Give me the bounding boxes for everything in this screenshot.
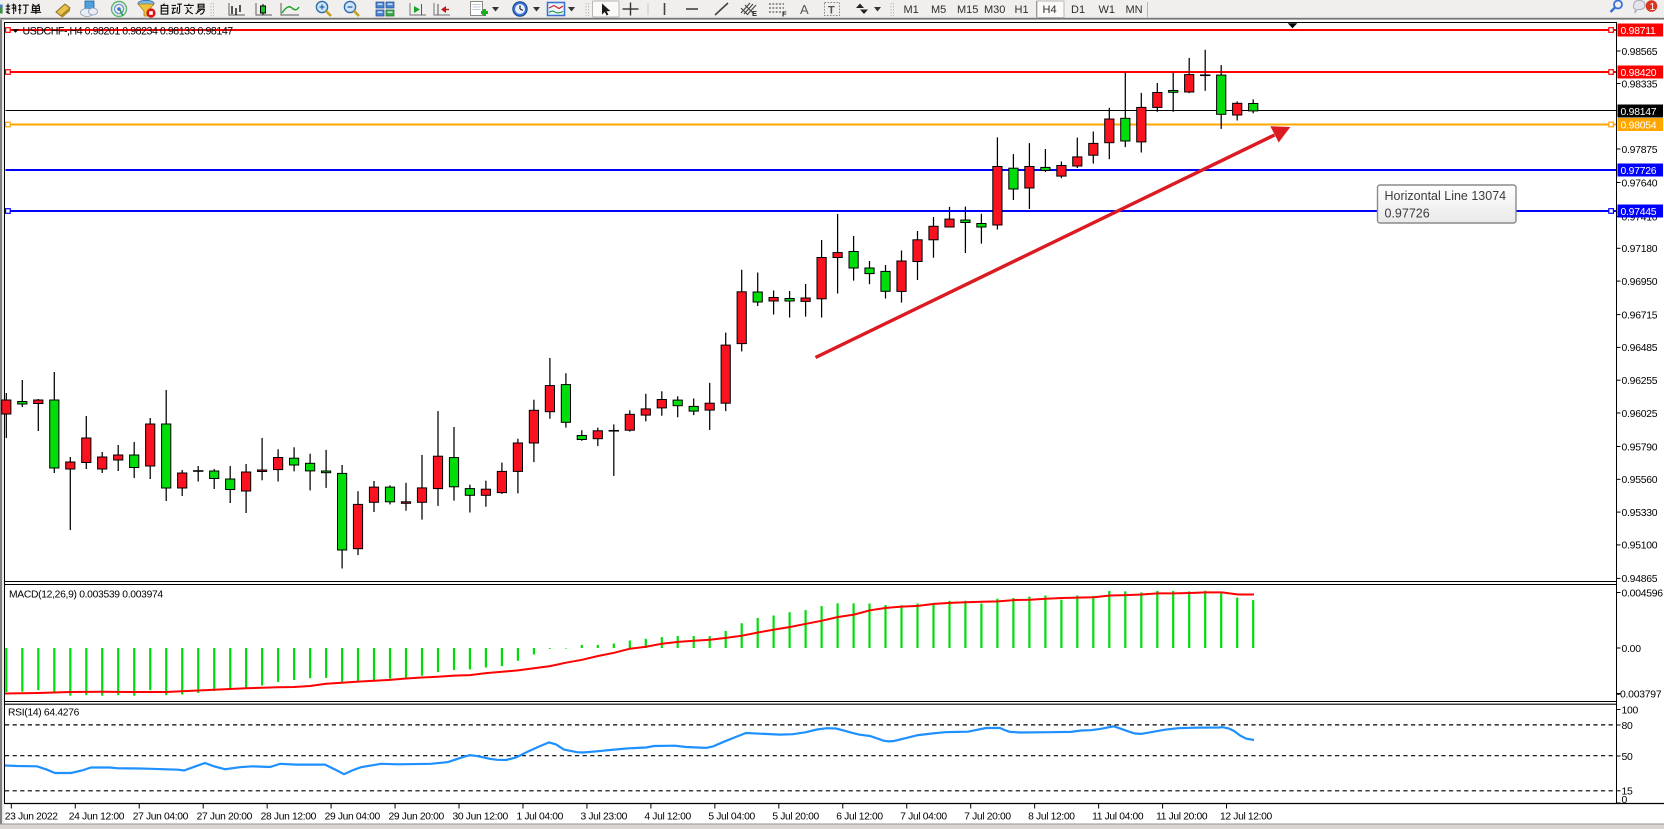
svg-text:29 Jun 04:00: 29 Jun 04:00	[325, 812, 381, 823]
svg-text:0.98565: 0.98565	[1622, 47, 1658, 58]
svg-text:0.96950: 0.96950	[1622, 277, 1658, 288]
svg-text:0.98711: 0.98711	[1621, 26, 1657, 37]
svg-text:5 Jul 04:00: 5 Jul 04:00	[708, 812, 755, 823]
svg-text:Horizontal Line 13074: Horizontal Line 13074	[1385, 189, 1507, 203]
svg-text:12 Jul 12:00: 12 Jul 12:00	[1220, 812, 1273, 823]
svg-text:MACD(12,26,9) 0.003539 0.00397: MACD(12,26,9) 0.003539 0.003974	[9, 590, 163, 601]
svg-text:0.98420: 0.98420	[1621, 68, 1657, 79]
svg-text:11 Jul 20:00: 11 Jul 20:00	[1156, 812, 1208, 823]
svg-text:1: 1	[1650, 1, 1656, 13]
svg-text:23 Jun 2022: 23 Jun 2022	[5, 812, 58, 823]
svg-text:0.95330: 0.95330	[1622, 508, 1658, 519]
svg-text:0.98335: 0.98335	[1622, 79, 1658, 90]
svg-text:29 Jun 20:00: 29 Jun 20:00	[389, 812, 445, 823]
svg-text:11 Jul 04:00: 11 Jul 04:00	[1092, 812, 1144, 823]
svg-text:M15: M15	[957, 4, 978, 16]
svg-text:USDCHF-,H4 0.98201 0.98234 0.: USDCHF-,H4 0.98201 0.98234 0.98133 0.981…	[23, 25, 234, 37]
svg-text:0.97410: 0.97410	[1622, 212, 1658, 223]
svg-text:28 Jun 12:00: 28 Jun 12:00	[261, 812, 317, 823]
svg-text:30 Jun 12:00: 30 Jun 12:00	[453, 812, 509, 823]
svg-text:0.97875: 0.97875	[1622, 145, 1658, 156]
svg-text:8 Jul 12:00: 8 Jul 12:00	[1028, 812, 1075, 823]
svg-text:3 Jul 23:00: 3 Jul 23:00	[580, 812, 627, 823]
svg-text:7 Jul 04:00: 7 Jul 04:00	[900, 812, 947, 823]
svg-text:0.97445: 0.97445	[1621, 207, 1657, 218]
svg-text:E: E	[752, 9, 757, 18]
svg-text:0.00: 0.00	[1622, 644, 1642, 655]
svg-text:A: A	[800, 2, 809, 17]
svg-text:0.97726: 0.97726	[1621, 166, 1657, 177]
svg-text:0.97180: 0.97180	[1622, 244, 1658, 255]
svg-text:0.95790: 0.95790	[1622, 442, 1658, 453]
svg-text:1 Jul 04:00: 1 Jul 04:00	[516, 812, 563, 823]
svg-text:RSI(14) 64.4276: RSI(14) 64.4276	[8, 708, 80, 719]
svg-text:D1: D1	[1071, 4, 1085, 16]
svg-text:0.96255: 0.96255	[1622, 376, 1658, 387]
svg-text:T: T	[828, 5, 835, 17]
svg-text:0.94865: 0.94865	[1622, 574, 1658, 585]
svg-text:F: F	[782, 10, 787, 19]
svg-text:MN: MN	[1126, 4, 1143, 16]
svg-text:0.96485: 0.96485	[1622, 343, 1658, 354]
svg-text:M30: M30	[984, 4, 1005, 16]
svg-text:50: 50	[1622, 752, 1634, 763]
svg-text:0: 0	[1622, 795, 1628, 806]
svg-text:7 Jul 20:00: 7 Jul 20:00	[964, 812, 1011, 823]
svg-text:M5: M5	[931, 4, 946, 16]
svg-text:0.96715: 0.96715	[1622, 310, 1658, 321]
svg-text:24 Jun 12:00: 24 Jun 12:00	[69, 812, 125, 823]
svg-text:0.95100: 0.95100	[1622, 541, 1658, 552]
svg-text:0.97640: 0.97640	[1622, 178, 1658, 189]
svg-text:4 Jul 12:00: 4 Jul 12:00	[644, 812, 691, 823]
svg-text:0.98147: 0.98147	[1621, 107, 1657, 118]
svg-text:M1: M1	[904, 4, 919, 16]
svg-text:H1: H1	[1015, 4, 1029, 16]
svg-text:15: 15	[1622, 786, 1634, 797]
svg-text:0.96025: 0.96025	[1622, 409, 1658, 420]
svg-text:0.004596: 0.004596	[1622, 588, 1664, 599]
svg-text:27 Jun 04:00: 27 Jun 04:00	[133, 812, 189, 823]
svg-text:H4: H4	[1043, 4, 1057, 16]
svg-text:0.97726: 0.97726	[1385, 207, 1430, 221]
svg-text:6 Jul 12:00: 6 Jul 12:00	[836, 812, 883, 823]
svg-text:100: 100	[1622, 705, 1639, 716]
svg-text:5 Jul 20:00: 5 Jul 20:00	[772, 812, 819, 823]
svg-text:-0.003797: -0.003797	[1617, 689, 1662, 700]
svg-text:W1: W1	[1099, 4, 1116, 16]
svg-text:27 Jun 20:00: 27 Jun 20:00	[197, 812, 253, 823]
svg-text:0.95560: 0.95560	[1622, 475, 1658, 486]
svg-text:80: 80	[1622, 721, 1634, 732]
svg-text:0.98054: 0.98054	[1621, 120, 1657, 131]
